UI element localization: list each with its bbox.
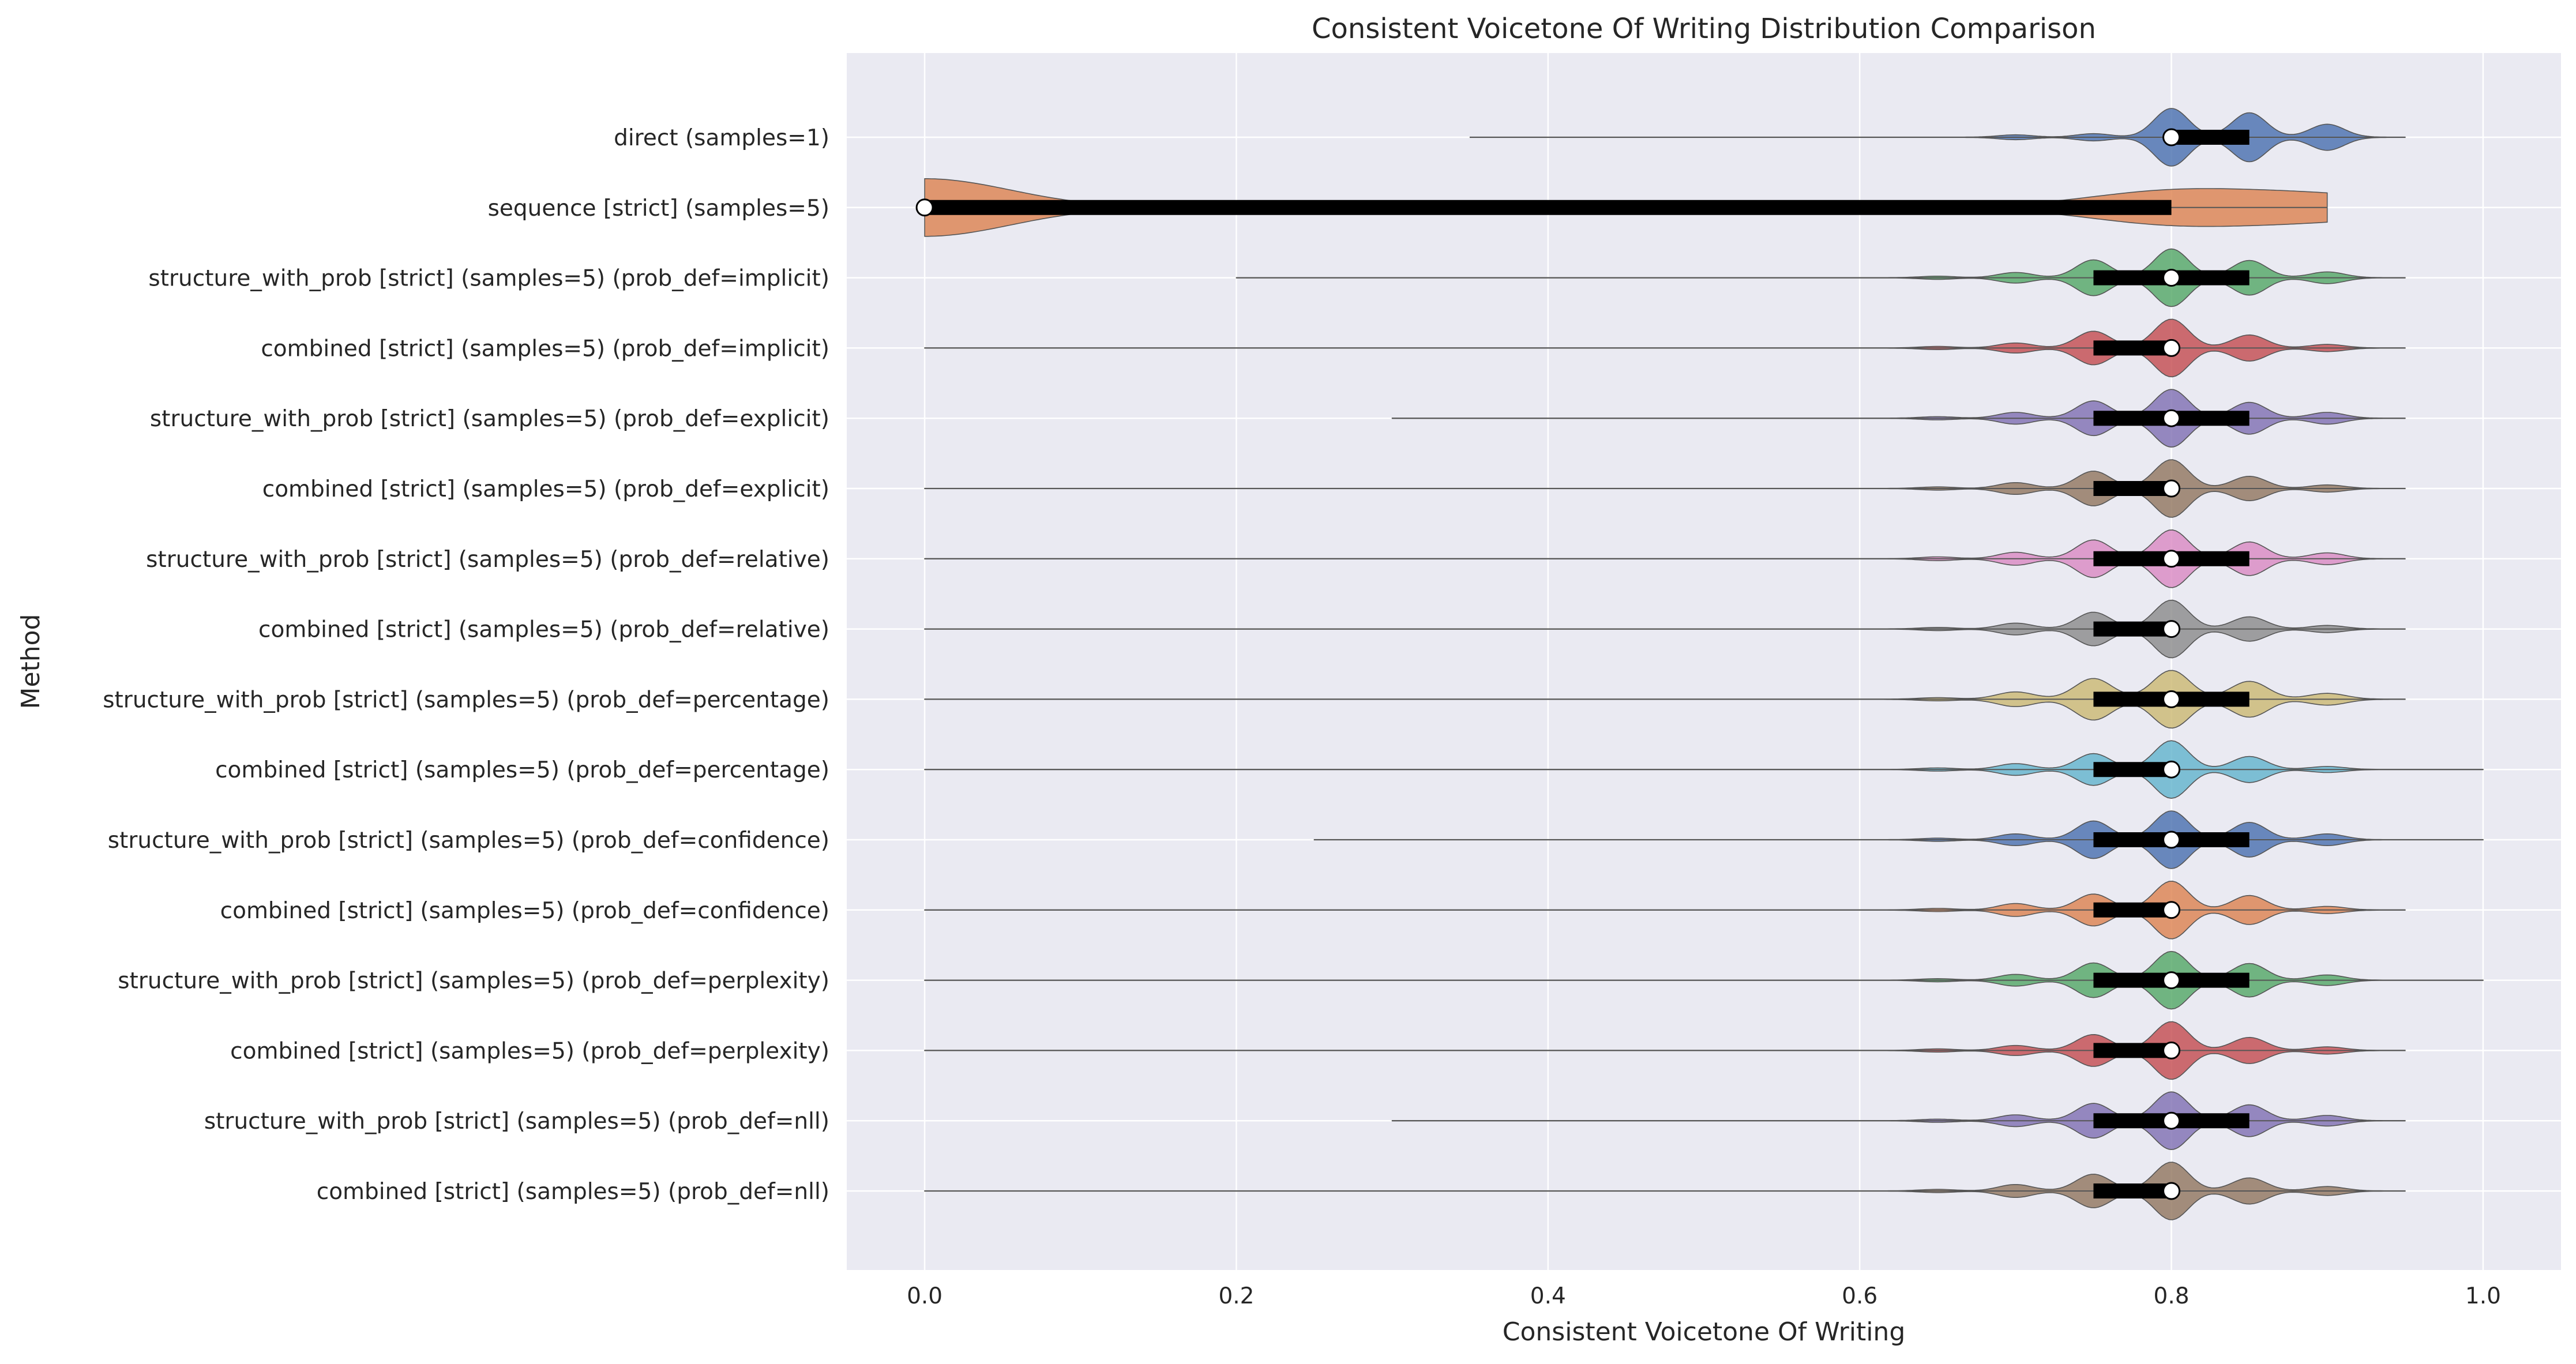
- violin-group: [1391, 389, 2406, 448]
- y-tick-label: structure_with_prob [strict] (samples=5)…: [148, 266, 829, 292]
- violin-median-dot: [2162, 269, 2181, 287]
- y-axis-label: Method: [16, 614, 46, 709]
- y-tick-labels: direct (samples=1) sequence [strict] (sam…: [103, 125, 829, 1205]
- y-tick-label: combined [strict] (samples=5) (prob_def=…: [215, 757, 829, 783]
- violins: [915, 108, 2484, 1220]
- violin-group: [924, 1021, 2406, 1080]
- y-tick-label: sequence [strict] (samples=5): [488, 196, 829, 221]
- violin-group: [1313, 810, 2484, 869]
- x-tick-label: 1.0: [2465, 1283, 2501, 1309]
- x-tick-label: 0.8: [2154, 1283, 2190, 1309]
- violin-group: [924, 529, 2406, 588]
- y-tick-label: combined [strict] (samples=5) (prob_def=…: [317, 1179, 829, 1205]
- violin-group: [915, 178, 2328, 237]
- chart-title: Consistent Voicetone Of Writing Distribu…: [1312, 13, 2096, 45]
- y-tick-label: combined [strict] (samples=5) (prob_def=…: [262, 476, 829, 502]
- violin-group: [924, 1162, 2406, 1220]
- violin-median-dot: [2162, 409, 2181, 427]
- violin-median-dot: [2162, 690, 2181, 708]
- violin-median-dot: [2162, 1041, 2181, 1059]
- violin-median-dot: [2162, 479, 2181, 498]
- violin-group: [1391, 1091, 2406, 1151]
- y-tick-label: direct (samples=1): [614, 125, 829, 151]
- y-tick-label: structure_with_prob [strict] (samples=5)…: [118, 968, 829, 994]
- violin-median-dot: [2162, 339, 2181, 357]
- y-tick-label: combined [strict] (samples=5) (prob_def=…: [220, 898, 829, 924]
- violin-group: [924, 599, 2406, 659]
- x-tick-labels: 0.0 0.2 0.4 0.6 0.8 1.0: [907, 1283, 2501, 1309]
- violin-median-dot: [2162, 760, 2181, 779]
- plot-background: [847, 53, 2561, 1270]
- y-tick-label: structure_with_prob [strict] (samples=5)…: [108, 828, 829, 854]
- y-tick-label: structure_with_prob [strict] (samples=5)…: [103, 687, 829, 713]
- violin-group: [1236, 248, 2406, 307]
- violin-group: [1469, 108, 2406, 167]
- violin-median-dot: [2162, 128, 2181, 146]
- y-tick-label: combined [strict] (samples=5) (prob_def=…: [258, 617, 829, 643]
- y-tick-label: combined [strict] (samples=5) (prob_def=…: [230, 1038, 829, 1064]
- violin-group: [924, 318, 2406, 378]
- x-tick-label: 0.6: [1842, 1283, 1877, 1309]
- violin-group: [924, 459, 2406, 518]
- x-tick-label: 0.0: [907, 1283, 942, 1309]
- violin-group: [924, 670, 2406, 729]
- violin-median-dot: [2162, 1111, 2181, 1130]
- violin-median-dot: [2162, 971, 2181, 990]
- violin-group: [924, 880, 2406, 940]
- violin-median-dot: [2162, 901, 2181, 919]
- y-tick-label: combined [strict] (samples=5) (prob_def=…: [261, 336, 829, 362]
- y-tick-label: structure_with_prob [strict] (samples=5)…: [146, 547, 829, 573]
- x-tick-label: 0.2: [1218, 1283, 1254, 1309]
- y-tick-label: structure_with_prob [strict] (samples=5)…: [150, 406, 829, 432]
- x-tick-label: 0.4: [1530, 1283, 1566, 1309]
- violin-median-dot: [2162, 620, 2181, 638]
- violin-median-dot: [2162, 831, 2181, 849]
- violin-median-dot: [2162, 550, 2181, 568]
- violin-group: [924, 950, 2484, 1010]
- violin-median-dot: [2162, 1182, 2181, 1200]
- y-tick-label: structure_with_prob [strict] (samples=5)…: [204, 1109, 829, 1134]
- x-axis-label: Consistent Voicetone Of Writing: [1503, 1317, 1906, 1347]
- violin-group: [924, 740, 2484, 799]
- violin-median-dot: [915, 198, 934, 217]
